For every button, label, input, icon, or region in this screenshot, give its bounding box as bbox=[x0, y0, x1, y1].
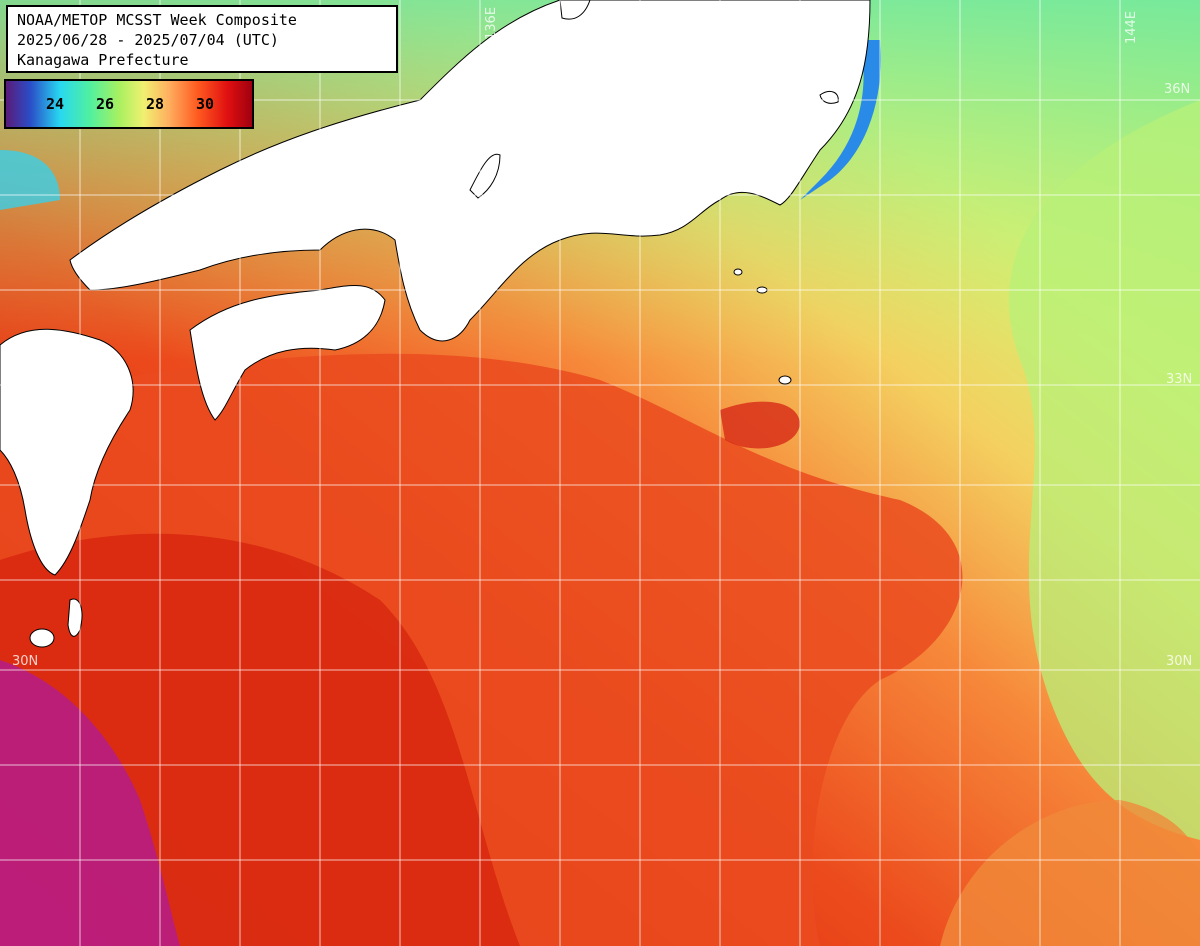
title-product: NOAA/METOP MCSST Week Composite bbox=[17, 11, 297, 29]
warm-eddy bbox=[720, 401, 800, 449]
temperature-colorbar: 24 26 28 30 bbox=[4, 79, 254, 129]
title-region: Kanagawa Prefecture bbox=[17, 51, 189, 69]
latitude-label-30n-left: 30N bbox=[12, 654, 39, 669]
map-title-box: NOAA/METOP MCSST Week Composite 2025/06/… bbox=[6, 5, 398, 73]
legend-label-30: 30 bbox=[196, 95, 215, 113]
legend-label-28: 28 bbox=[146, 95, 165, 113]
title-date-range: 2025/06/28 - 2025/07/04 (UTC) bbox=[17, 31, 279, 49]
purple-southwest bbox=[0, 660, 180, 946]
latitude-label-33n: 33N bbox=[1166, 372, 1193, 387]
top-islet bbox=[559, 0, 591, 20]
yakushima-island bbox=[29, 628, 55, 648]
southeast-warm-patch bbox=[940, 800, 1200, 946]
eastern-cool-region bbox=[1008, 100, 1200, 840]
legend-label-24: 24 bbox=[46, 95, 65, 113]
latitude-label-30n-right: 30N bbox=[1166, 654, 1193, 669]
izu-island-a bbox=[778, 375, 792, 385]
longitude-label-136e: 136E bbox=[484, 6, 499, 40]
shikoku-land bbox=[189, 285, 386, 421]
izu-island-c bbox=[733, 268, 743, 276]
noto-peninsula bbox=[469, 153, 501, 199]
latitude-label-36n: 36N bbox=[1164, 82, 1191, 97]
longitude-label-144e: 144E bbox=[1124, 10, 1139, 44]
kyushu-land bbox=[0, 328, 134, 576]
coastal-cold-water bbox=[800, 40, 881, 200]
legend-label-26: 26 bbox=[96, 95, 115, 113]
